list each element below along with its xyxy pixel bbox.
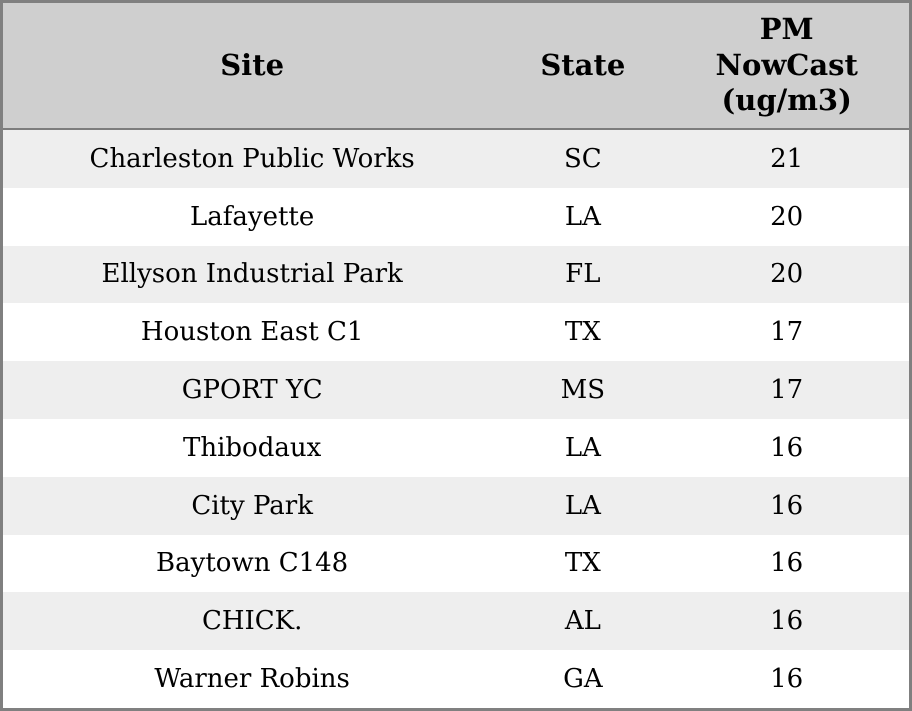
site-cell: GPORT YC [181, 375, 323, 406]
pm-nowcast-cell: 16 [770, 432, 804, 463]
column-header-pm-nowcast: PM NowCast (ug/m3) [715, 12, 858, 118]
site-cell: Charleston Public Works [89, 143, 415, 174]
pm-nowcast-cell: 16 [770, 548, 804, 579]
site-cell: Warner Robins [154, 664, 350, 695]
table-row: GPORT YC MS 17 [3, 361, 909, 419]
table-row: Baytown C148 TX 16 [3, 534, 909, 593]
pm-nowcast-cell: 16 [770, 606, 804, 637]
site-cell: Houston East C1 [140, 317, 364, 348]
state-cell: MS [560, 375, 606, 406]
pm-nowcast-cell: 17 [770, 375, 804, 406]
state-cell: LA [564, 490, 601, 521]
pm-nowcast-cell: 20 [770, 259, 804, 290]
state-cell: TX [564, 317, 601, 348]
state-cell: LA [564, 432, 601, 463]
state-cell: LA [564, 201, 601, 232]
state-cell: FL [565, 259, 601, 290]
table-row: Charleston Public Works SC 21 [3, 130, 909, 188]
site-cell: CHICK. [201, 606, 303, 637]
state-cell: SC [563, 143, 602, 174]
pm-nowcast-cell: 21 [770, 143, 804, 174]
site-cell: Ellyson Industrial Park [101, 259, 403, 290]
column-header-site: Site [220, 47, 285, 82]
state-cell: GA [563, 664, 603, 695]
table-row: Lafayette LA 20 [3, 187, 909, 246]
column-header-state: State [540, 47, 626, 82]
table-body: Charleston Public Works SC 21 Lafayette LA 20… [3, 130, 909, 708]
table-row: Ellyson Industrial Park FL 20 [3, 245, 909, 304]
site-cell: Lafayette [190, 201, 315, 232]
state-cell: TX [564, 548, 601, 579]
table-row: CHICK. AL 16 [3, 592, 909, 651]
pm-nowcast-cell: 17 [770, 317, 804, 348]
site-cell: City Park [191, 490, 313, 521]
pm-nowcast-cell: 20 [770, 201, 804, 232]
table-row: Thibodaux LA 16 [3, 418, 909, 477]
pm-nowcast-cell: 16 [770, 664, 804, 695]
site-cell: Thibodaux [183, 432, 322, 463]
pm-nowcast-cell: 16 [770, 490, 804, 521]
table-row: Warner Robins GA 16 [3, 650, 909, 708]
table-row: Houston East C1 TX 17 [3, 303, 909, 362]
site-cell: Baytown C148 [156, 548, 349, 579]
state-cell: AL [564, 606, 601, 637]
table-header-row: Site State PM NowCast (ug/m3) [3, 3, 909, 130]
table-row: City Park LA 16 [3, 476, 909, 535]
